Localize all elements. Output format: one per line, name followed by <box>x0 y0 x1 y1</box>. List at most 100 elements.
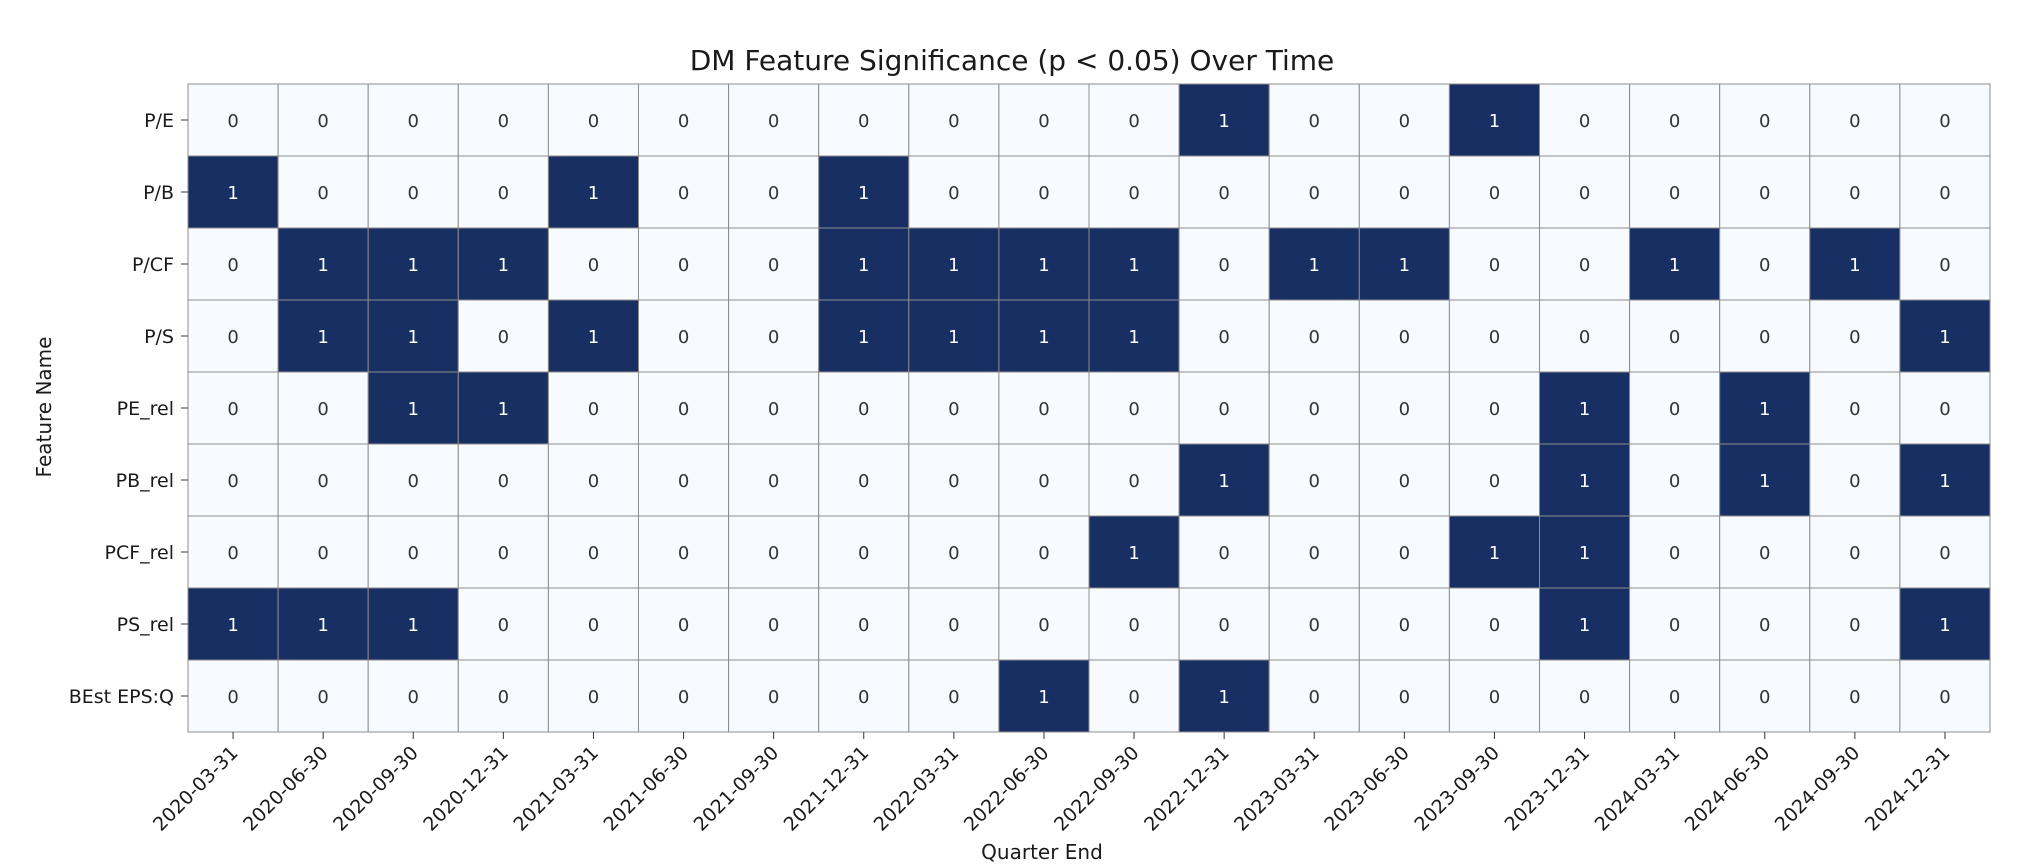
cell-value-label: 0 <box>1399 111 1410 132</box>
cell-value-label: 1 <box>858 183 869 204</box>
heatmap-cell <box>1448 155 1541 229</box>
cell-value-label: 1 <box>1128 543 1139 564</box>
cell-value-label: 0 <box>227 687 238 708</box>
heatmap-cell <box>187 443 279 517</box>
heatmap-cell <box>818 515 910 589</box>
heatmap-cell <box>1629 587 1721 661</box>
cell-value-label: 0 <box>1759 687 1770 708</box>
heatmap-cell <box>1448 227 1541 301</box>
cell-value-label: 0 <box>858 111 869 132</box>
cell-value-label: 0 <box>498 327 509 348</box>
cell-value-label: 0 <box>1669 471 1680 492</box>
heatmap-cell <box>277 155 369 229</box>
cell-value-label: 0 <box>1399 183 1410 204</box>
heatmap-cell <box>1539 155 1631 229</box>
cell-value-label: 0 <box>227 543 238 564</box>
cell-value-label: 0 <box>678 111 689 132</box>
cell-value-label: 0 <box>588 615 599 636</box>
cell-value-label: 0 <box>858 471 869 492</box>
heatmap-cell <box>908 227 1000 301</box>
heatmap-cell <box>998 155 1090 229</box>
heatmap-cell <box>1268 371 1360 445</box>
heatmap-cell <box>998 659 1090 733</box>
heatmap-cell <box>818 299 910 373</box>
cell-value-label: 0 <box>408 183 419 204</box>
heatmap-cell <box>1268 83 1360 157</box>
heatmap-cell <box>1178 515 1270 589</box>
heatmap-cell <box>1809 155 1901 229</box>
heatmap-cell <box>728 515 820 589</box>
cell-value-label: 0 <box>227 471 238 492</box>
cell-value-label: 1 <box>1579 399 1590 420</box>
cell-value-label: 0 <box>227 111 238 132</box>
heatmap-cell <box>1358 371 1450 445</box>
x-tick-label: 2023-12-31 <box>1500 742 1594 836</box>
cell-value-label: 0 <box>1849 111 1860 132</box>
cell-value-label: 0 <box>1399 543 1410 564</box>
cell-value-label: 0 <box>408 543 419 564</box>
cell-value-label: 1 <box>408 615 419 636</box>
cell-value-label: 0 <box>498 183 509 204</box>
heatmap-cell <box>1899 299 1991 373</box>
heatmap-cell <box>367 587 459 661</box>
heatmap-cell <box>367 155 459 229</box>
cell-value-label: 0 <box>1038 471 1049 492</box>
heatmap-cell <box>1268 299 1360 373</box>
cell-value-label: 0 <box>227 327 238 348</box>
heatmap-cell <box>277 587 369 661</box>
heatmap-cell <box>1358 515 1450 589</box>
cell-value-label: 1 <box>1218 687 1229 708</box>
cell-value-label: 1 <box>1038 255 1049 276</box>
cell-value-label: 0 <box>1038 615 1049 636</box>
cell-value-label: 1 <box>1849 255 1860 276</box>
cell-value-label: 0 <box>1579 255 1590 276</box>
heatmap-cell <box>1719 227 1811 301</box>
cell-value-label: 0 <box>1669 399 1680 420</box>
cell-value-label: 1 <box>1759 471 1770 492</box>
cell-value-label: 0 <box>1218 615 1229 636</box>
heatmap-cell <box>1719 155 1811 229</box>
cell-value-label: 0 <box>1489 255 1500 276</box>
cell-value-label: 0 <box>768 543 779 564</box>
heatmap-cell <box>728 83 820 157</box>
cell-value-label: 0 <box>1489 471 1500 492</box>
cell-value-label: 0 <box>678 255 689 276</box>
heatmap-cell <box>1629 659 1721 733</box>
cell-value-label: 1 <box>317 615 328 636</box>
cell-value-label: 0 <box>678 615 689 636</box>
heatmap-cell <box>547 299 640 373</box>
cell-value-label: 1 <box>408 327 419 348</box>
cell-value-label: 0 <box>588 471 599 492</box>
y-tick-label: P/S <box>144 326 174 348</box>
x-tick-label: 2024-09-30 <box>1771 742 1865 836</box>
cell-value-label: 1 <box>408 399 419 420</box>
heatmap-cell <box>1268 659 1360 733</box>
cell-value-label: 1 <box>1939 327 1950 348</box>
heatmap-cell <box>1539 371 1631 445</box>
y-tick-label: PS_rel <box>117 614 174 636</box>
heatmap-cell <box>1178 587 1270 661</box>
cell-value-label: 1 <box>317 255 328 276</box>
heatmap-cell <box>728 371 820 445</box>
cell-value-label: 0 <box>678 543 689 564</box>
heatmap-cell <box>1809 371 1901 445</box>
heatmap-cell <box>457 659 549 733</box>
heatmap-cell <box>1178 443 1270 517</box>
cell-value-label: 0 <box>1849 399 1860 420</box>
heatmap-cell <box>818 587 910 661</box>
heatmap-cell <box>1899 443 1991 517</box>
cell-value-label: 0 <box>498 111 509 132</box>
cell-value-label: 0 <box>948 687 959 708</box>
cell-value-label: 0 <box>588 687 599 708</box>
cell-value-label: 0 <box>498 471 509 492</box>
cell-value-label: 0 <box>1309 471 1320 492</box>
cell-value-label: 0 <box>588 255 599 276</box>
cell-value-label: 0 <box>1038 543 1049 564</box>
heatmap-cell <box>638 587 730 661</box>
cell-value-label: 1 <box>948 255 959 276</box>
heatmap-cell <box>908 443 1000 517</box>
y-tick-label: P/CF <box>132 254 174 276</box>
heatmap-cell <box>1629 515 1721 589</box>
cell-value-label: 0 <box>1849 471 1860 492</box>
cell-value-label: 0 <box>1309 111 1320 132</box>
